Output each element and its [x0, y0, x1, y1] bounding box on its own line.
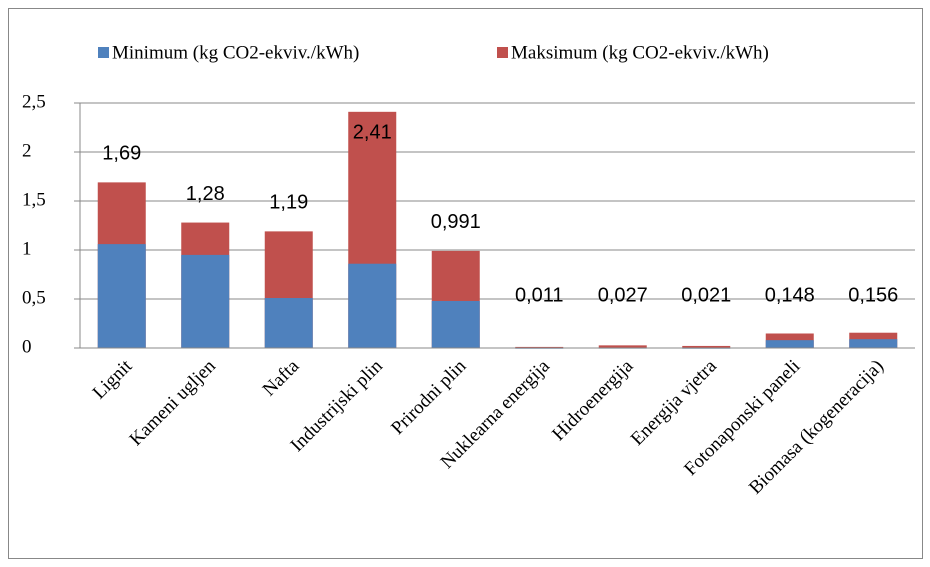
data-label: 0,156	[848, 284, 898, 306]
bar	[682, 345, 731, 348]
legend-swatch	[497, 47, 508, 58]
bar	[515, 346, 564, 348]
legend-label: Maksimum (kg CO2-ekviv./kWh)	[511, 42, 769, 63]
bar	[849, 339, 898, 348]
data-label: 0,991	[431, 211, 481, 233]
y-tick-label: 0,5	[22, 287, 46, 308]
bar	[181, 254, 230, 348]
data-label: 1,69	[102, 143, 141, 165]
data-label: 0,148	[765, 284, 815, 306]
bar	[765, 340, 814, 348]
data-label: 2,41	[353, 121, 392, 143]
y-tick-label: 2	[22, 140, 32, 161]
bar	[97, 244, 146, 348]
bar	[264, 298, 313, 348]
y-tick-label: 1,5	[22, 189, 46, 210]
y-tick-label: 0	[22, 336, 32, 357]
bar	[431, 300, 480, 348]
bar	[598, 345, 647, 348]
y-tick-label: 2,5	[22, 91, 46, 112]
data-label: 0,021	[681, 284, 731, 306]
legend-label: Minimum (kg CO2-ekviv./kWh)	[112, 42, 359, 63]
bar	[348, 263, 397, 348]
data-label: 1,28	[186, 183, 225, 205]
data-label: 0,027	[598, 284, 648, 306]
data-label: 1,19	[269, 192, 308, 214]
data-label: 0,011	[515, 284, 564, 306]
y-tick-label: 1	[22, 238, 32, 259]
legend-swatch	[98, 47, 109, 58]
